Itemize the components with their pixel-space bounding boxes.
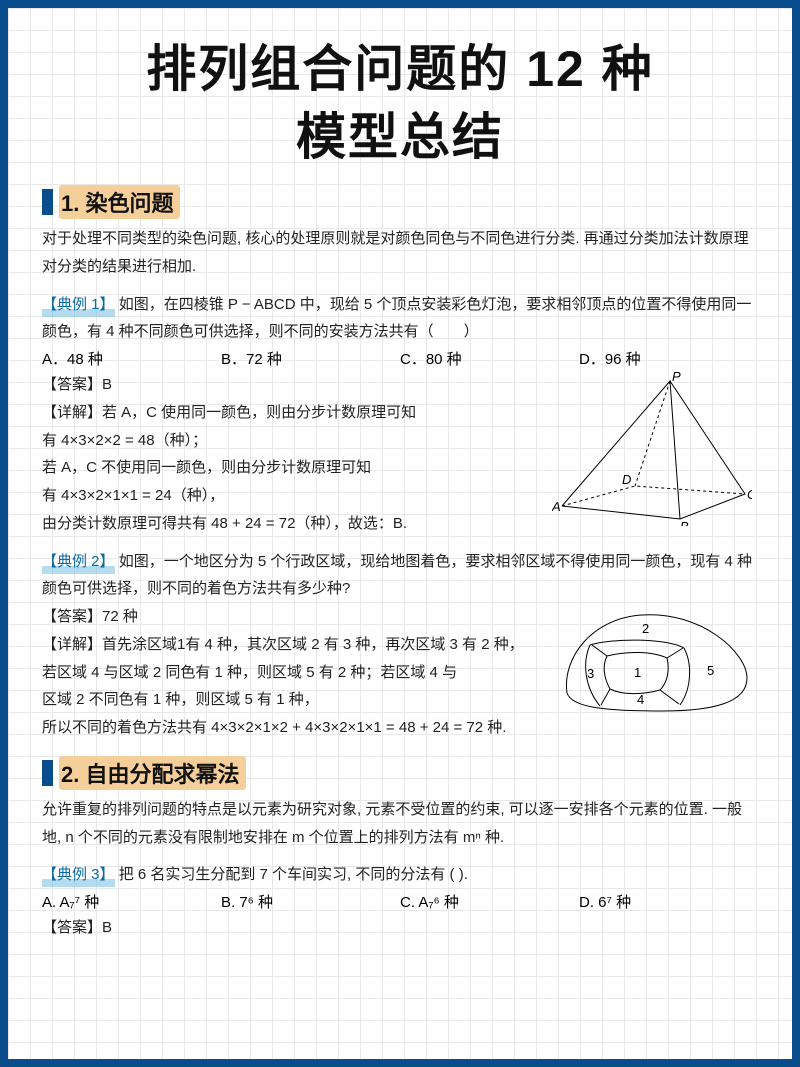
example-1: 【典例 1】 如图，在四棱锥 P − ABCD 中，现给 5 个顶点安装彩色灯泡… [42,291,758,347]
example-2: 【典例 2】 如图，一个地区分为 5 个行政区域，现给地图着色，要求相邻区域不得… [42,548,758,604]
opt3-b: B. 7⁶ 种 [221,891,400,912]
svg-text:B: B [680,519,689,526]
svg-text:P: P [672,371,681,384]
svg-text:C: C [747,487,752,502]
region-map-diagram: 1 2 3 4 5 [552,603,752,721]
svg-text:4: 4 [637,692,644,707]
example-2-question: 如图，一个地区分为 5 个行政区域，现给地图着色，要求相邻区域不得使用同一颜色，… [42,553,752,598]
svg-text:5: 5 [707,663,714,678]
svg-text:3: 3 [587,666,594,681]
opt-c: C．80 种 [400,348,579,369]
page-title: 排列组合问题的 12 种 模型总结 [42,36,758,171]
example-1-options: A．48 种 B．72 种 C．80 种 D．96 种 [42,348,758,369]
example-3: 【典例 3】 把 6 名实习生分配到 7 个车间实习, 不同的分法有 ( ). [42,861,758,889]
svg-text:1: 1 [634,665,641,680]
example-3-answer: 【答案】B [42,914,758,942]
svg-text:D: D [622,472,631,487]
math-worksheet-page: 排列组合问题的 12 种 模型总结 1. 染色问题 对于处理不同类型的染色问题,… [0,0,800,1067]
example-3-options: A. A₇⁷ 种 B. 7⁶ 种 C. A₇⁶ 种 D. 6⁷ 种 [42,891,758,912]
opt3-d: D. 6⁷ 种 [579,891,758,912]
section-2-heading: 2. 自由分配求幂法 [42,756,758,790]
svg-text:A: A [552,499,561,514]
example-2-solution-block: 【答案】72 种 【详解】首先涂区域1有 4 种，其次区域 2 有 3 种，再次… [42,603,758,742]
example-1-solution-block: 【答案】B 【详解】若 A，C 使用同一颜色，则由分步计数原理可知 有 4×3×… [42,371,758,538]
pyramid-diagram: P A B C D [552,371,752,526]
section-2-intro: 允许重复的排列问题的特点是以元素为研究对象, 元素不受位置的约束, 可以逐一安排… [42,796,758,852]
svg-text:2: 2 [642,621,649,636]
section-bar-icon [42,189,53,215]
section-1-heading: 1. 染色问题 [42,185,758,219]
example-3-question: 把 6 名实习生分配到 7 个车间实习, 不同的分法有 ( ). [119,866,468,883]
example-1-tag: 【典例 1】 [42,300,115,317]
example-1-question: 如图，在四棱锥 P − ABCD 中，现给 5 个顶点安装彩色灯泡，要求相邻顶点… [42,296,751,341]
section-1-intro: 对于处理不同类型的染色问题, 核心的处理原则就是对颜色同色与不同色进行分类. 再… [42,225,758,281]
opt-d: D．96 种 [579,348,758,369]
section-1-label: 1. 染色问题 [59,185,180,219]
opt-a: A．48 种 [42,348,221,369]
example-2-tag: 【典例 2】 [42,557,115,574]
opt-b: B．72 种 [221,348,400,369]
title-line1: 排列组合问题的 12 种 [146,41,653,97]
section-bar-icon [42,760,53,786]
opt3-a: A. A₇⁷ 种 [42,891,221,912]
opt3-c: C. A₇⁶ 种 [400,891,579,912]
title-line2: 模型总结 [296,109,504,165]
section-2-label: 2. 自由分配求幂法 [59,756,246,790]
example-3-tag: 【典例 3】 [42,870,115,887]
